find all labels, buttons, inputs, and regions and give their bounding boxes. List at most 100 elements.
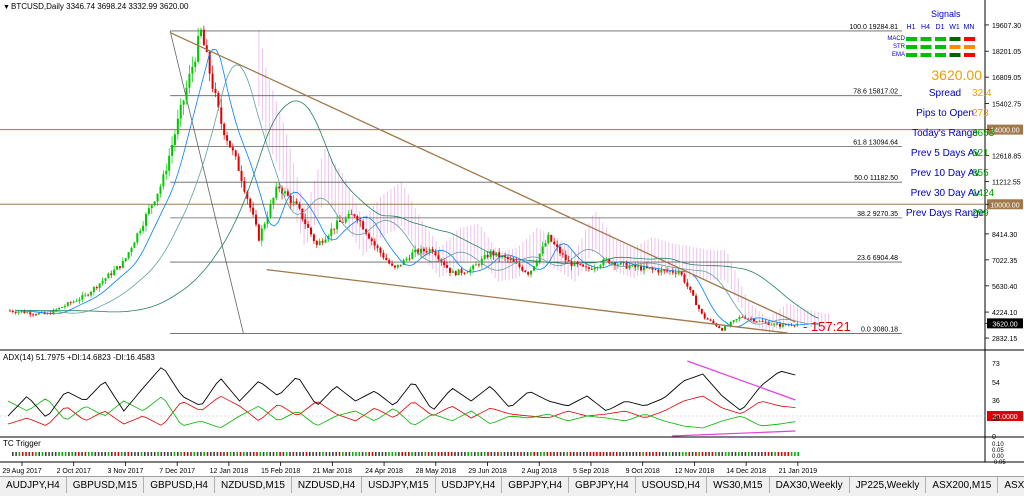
tab-asx200-m15[interactable]: ASX200,M15 [926,477,999,493]
candle-body [671,271,674,273]
trigger-mark [780,452,783,456]
trigger-mark [292,452,295,456]
signal-cell [935,53,946,57]
candle-body [483,255,486,259]
tab-gbpusd-h4[interactable]: GBPUSD,H4 [144,477,215,493]
candle-body [304,219,307,225]
candle-body [752,319,755,322]
date-label-3: 7 Dec 2017 [159,468,195,475]
trigger-mark [447,452,450,456]
trigger-mark [500,452,502,456]
level-tag-0 [987,124,1023,135]
trigger-mark [180,452,182,456]
candle-body [741,316,744,318]
candle-body [202,29,205,46]
trigger-mark [107,452,110,456]
trigger-mark [724,452,727,456]
candle-body [260,228,263,241]
candle-body [20,311,23,313]
trigger-axis-label-3: -0.05 [992,460,1006,466]
trigger-mark [35,452,37,456]
trigger-mark [457,452,460,456]
tab-audjpy-h4[interactable]: AUDJPY,H4 [0,477,67,493]
date-label-7: 24 Apr 2018 [365,468,403,475]
candle-body [182,100,185,105]
level-tag-1 [987,199,1023,210]
candle-body [660,269,663,273]
tab-jp225-weekly[interactable]: JP225,Weekly [850,477,927,493]
trigger-mark [150,452,153,456]
candle-body [509,259,512,260]
tab-ws30-m15[interactable]: WS30,M15 [707,477,770,493]
candle-body [686,282,689,287]
trigger-mark [256,452,258,456]
trigger-mark [431,452,433,456]
candle-body [547,235,550,244]
trigger-mark [262,452,265,456]
candle-body [527,272,530,275]
tab-asx200-weekly[interactable]: ASX200,Weekly [998,477,1024,493]
trigger-mark [688,452,691,456]
candle-body [188,73,191,88]
tab-usdjpy-h4[interactable]: USDJPY,H4 [436,477,503,493]
candle-body [405,258,408,260]
tab-usousd-h4[interactable]: USOUSD,H4 [636,477,708,493]
trigger-mark [658,452,661,456]
tab-nzdusd-m15[interactable]: NZDUSD,M15 [215,477,292,493]
signal-timeframe-W1: W1 [949,24,960,31]
tab-gbpjpy-h4[interactable]: GBPJPY,H4 [569,477,636,493]
trigger-mark [111,452,113,456]
date-label-1: 2 Oct 2017 [57,468,91,475]
candle-body [582,264,585,267]
info-value-5: 1424 [972,188,995,199]
trigger-mark [216,452,219,456]
candle-body [263,223,266,229]
trigger-mark [153,452,156,456]
minus-di-line [7,395,796,426]
trigger-mark [167,452,169,456]
candle-body [712,320,715,324]
tab-gbpusd-m15[interactable]: GBPUSD,M15 [67,477,145,493]
trigger-mark [285,452,288,456]
price-tick-label-5: 12618.85 [992,153,1021,160]
candle-body [353,214,356,217]
candle-body [602,259,605,266]
candle-body [625,262,628,269]
trigger-mark [582,452,585,456]
trigger-mark [414,452,417,456]
tab-gbpjpy-h4[interactable]: GBPJPY,H4 [502,477,570,493]
candle-body [414,249,417,253]
trigger-mark [239,452,242,456]
candle-body [709,319,712,321]
trigger-mark [450,452,453,456]
trigger-mark [427,452,430,456]
tab-nzdusd-h4[interactable]: NZDUSD,H4 [292,477,363,493]
candle-body [480,258,483,266]
trigger-mark [728,452,730,456]
price-tick-label-13: 2832.15 [992,336,1017,343]
trigger-mark [639,452,641,456]
chart-menu-icon[interactable]: ▼ [3,4,10,11]
candle-body [185,87,188,101]
trigger-mark [645,452,648,456]
trigger-mark [48,452,50,456]
trigger-mark [655,452,658,456]
tab-usdjpy-m15[interactable]: USDJPY,M15 [362,477,436,493]
tab-dax30-weekly[interactable]: DAX30,Weekly [770,477,850,493]
trigger-mark [266,452,268,456]
trigger-mark [464,452,466,456]
trigger-mark [513,452,516,456]
trigger-mark [797,452,799,456]
candle-body [95,287,98,288]
candle-body [498,252,501,258]
candle-body [338,220,341,223]
trigger-mark [299,452,301,456]
signal-cell [920,53,932,57]
signal-timeframe-H4: H4 [921,24,930,31]
candle-body [393,265,396,268]
candle-body [616,264,619,266]
trigger-mark [559,452,562,456]
trigger-mark [137,452,139,456]
signal-row-label-EMA: EMA [892,52,905,58]
